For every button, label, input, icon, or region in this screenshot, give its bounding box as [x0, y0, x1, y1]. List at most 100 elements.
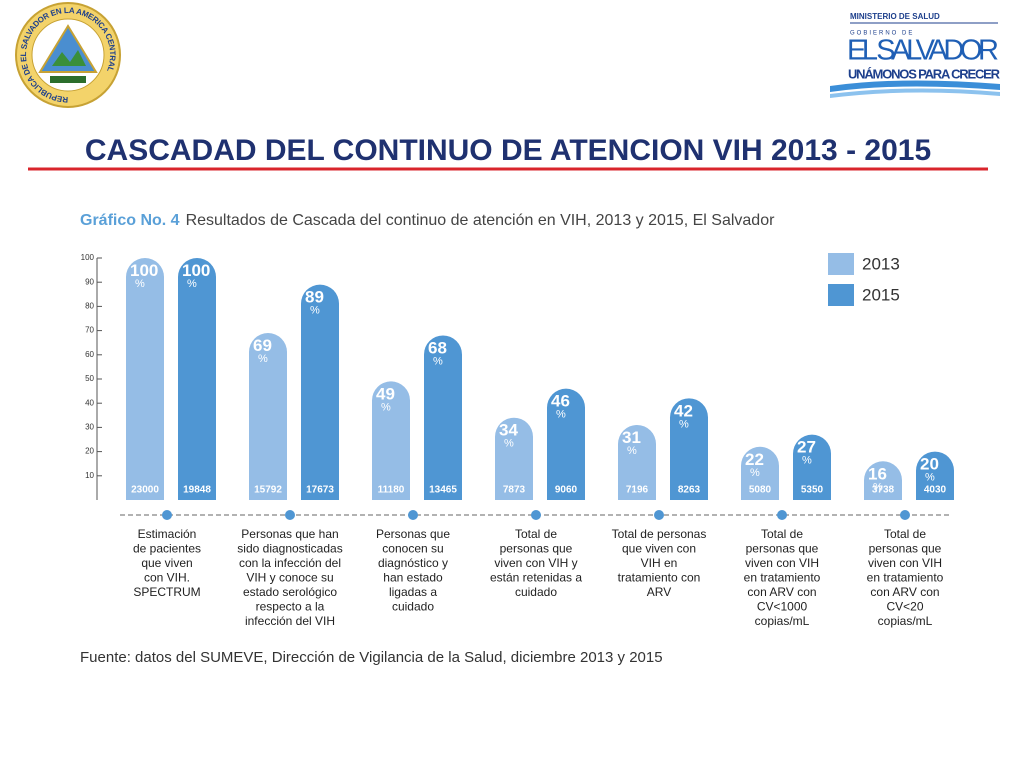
x-tick-label: Total de personas que viven con VIH en trat…: [867, 527, 944, 628]
value-label: 46%: [551, 392, 570, 420]
x-tick-line: con VIH.: [144, 571, 190, 585]
legend-label: 2013: [862, 254, 900, 273]
x-tick-line: viven con VIH: [868, 556, 942, 570]
y-tick-label: 50: [85, 374, 94, 383]
bar: [495, 417, 533, 500]
value-number: 68: [428, 339, 447, 358]
x-tick-line: con ARV con: [747, 585, 816, 599]
plot: 10 20 30 40 50 60 70 80 90 100 2013 2015 100 % 23000 10…: [81, 253, 954, 628]
chart-subtitle: Resultados de Cascada del continuo de at…: [186, 212, 776, 229]
value-label: 16%: [868, 465, 887, 493]
value-number: 42: [674, 402, 693, 421]
bar: [916, 451, 954, 500]
y-tick-label: 100: [81, 253, 95, 262]
slide-title: CASCADAD DEL CONTINUO DE ATENCION VIH 20…: [85, 134, 931, 167]
y-tick-label: 20: [85, 447, 94, 456]
count-label: 13465: [429, 485, 457, 496]
x-tick-line: conocen su: [382, 542, 443, 556]
value-number: 89: [305, 288, 324, 307]
x-tick-label: Total de personas que viven con VIH en trat…: [612, 527, 707, 599]
category-dot: [531, 510, 541, 520]
value-unit: %: [504, 438, 514, 450]
value-label: 27%: [797, 438, 816, 466]
y-tick-label: 90: [85, 277, 94, 286]
x-tick-line: respecto a la: [256, 600, 325, 614]
x-tick-line: ARV: [647, 585, 671, 599]
x-tick-line: SPECTRUM: [133, 585, 200, 599]
x-tick-line: diagnóstico y: [378, 556, 448, 570]
bar: [670, 398, 708, 500]
bar: [249, 333, 287, 500]
count-label: 9060: [555, 485, 578, 496]
x-tick-line: viven con VIH: [745, 556, 819, 570]
x-tick-line: Total de: [761, 527, 803, 541]
x-tick-line: Estimación: [138, 527, 197, 541]
x-tick-line: personas que: [869, 542, 942, 556]
x-tick-line: cuidado: [515, 585, 557, 599]
x-tick-label: Estimación de pacientes que viven con VIH. S…: [133, 527, 201, 599]
value-number: 27: [797, 438, 816, 457]
x-tick-line: en tratamiento: [744, 571, 821, 585]
y-tick-label: 70: [85, 326, 94, 335]
value-unit: %: [310, 305, 320, 317]
value-unit: %: [135, 278, 145, 290]
value-label: 22%: [745, 450, 764, 478]
value-number: 69: [253, 337, 272, 356]
value-unit: %: [750, 467, 760, 479]
count-label: 17673: [306, 485, 334, 496]
x-tick-line: Personas que: [376, 527, 450, 541]
value-label: 34%: [499, 421, 518, 449]
bar: [126, 258, 164, 500]
x-tick-line: copias/mL: [878, 614, 933, 628]
x-tick-line: están retenidas a: [490, 571, 582, 585]
count-label: 7873: [503, 485, 526, 496]
x-tick-line: cuidado: [392, 600, 434, 614]
bar: [618, 424, 656, 500]
value-label: 68%: [428, 339, 447, 367]
y-tick-label: 30: [85, 423, 94, 432]
x-tick-line: Total de personas: [612, 527, 707, 541]
value-label: 31%: [622, 428, 641, 456]
x-tick-line: copias/mL: [755, 614, 810, 628]
bar: [301, 284, 339, 500]
category-dot: [777, 510, 787, 520]
value-label: 69%: [253, 337, 272, 365]
value-unit: %: [627, 445, 637, 457]
x-tick-line: CV<1000: [757, 600, 808, 614]
x-tick-label: Personas que conocen su diagnóstico y han e…: [376, 527, 450, 614]
count-label: 7196: [626, 485, 649, 496]
x-tick-line: que viven con: [622, 542, 696, 556]
value-label: 100%: [130, 261, 158, 289]
x-tick-line: Personas que han: [241, 527, 338, 541]
ministry: MINISTERIO DE SALUD: [850, 12, 940, 21]
source: Fuente: datos del SUMEVE, Dirección de V…: [80, 649, 663, 666]
value-number: 100: [130, 261, 158, 280]
slogan: UNÁMONOS PARA CRECER: [848, 66, 1001, 81]
value-number: 16: [868, 465, 887, 484]
y-tick-label: 80: [85, 302, 94, 311]
value-unit: %: [381, 401, 391, 413]
x-tick-line: ligadas a: [389, 585, 437, 599]
x-tick-line: de pacientes: [133, 542, 201, 556]
seal: REPUBLICA DE EL SALVADOR EN LA AMERICA C…: [15, 2, 121, 108]
x-tick-line: Total de: [515, 527, 557, 541]
x-tick-line: sido diagnosticadas: [237, 542, 342, 556]
value-number: 49: [376, 385, 395, 404]
value-number: 20: [920, 455, 939, 474]
country: EL SALVADOR: [847, 35, 999, 67]
x-tick-line: tratamiento con: [618, 571, 701, 585]
value-unit: %: [433, 355, 443, 367]
category-dot: [654, 510, 664, 520]
bar: [793, 434, 831, 500]
bar: [741, 446, 779, 500]
legend-swatch: [828, 253, 854, 275]
x-tick-line: VIH y conoce su: [246, 571, 333, 585]
legend-swatch: [828, 284, 854, 306]
x-tick-line: personas que: [746, 542, 819, 556]
value-number: 31: [622, 428, 641, 447]
value-number: 34: [499, 421, 518, 440]
y-tick-label: 40: [85, 398, 94, 407]
x-tick-line: personas que: [500, 542, 573, 556]
x-tick-line: Total de: [884, 527, 926, 541]
ministry-logo: MINISTERIO DE SALUD GOBIERNO DE EL SALVA…: [830, 12, 1001, 98]
